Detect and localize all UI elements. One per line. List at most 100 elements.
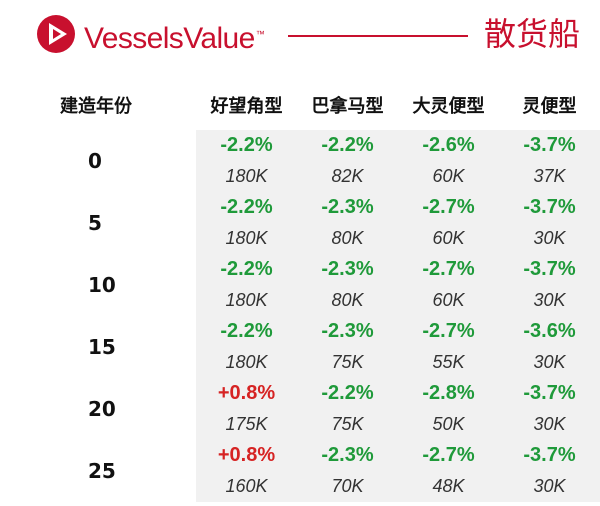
percent-change: -2.3% [321,320,374,342]
value-cell: 30K [499,223,600,254]
build-age-cell: 0 [88,149,102,173]
table-row: 180K 80K 60K 30K [0,223,600,254]
percent-change: -2.3% [321,444,374,466]
depreciation-table: 建造年份 好望角型 巴拿马型 大灵便型 灵便型 0 -2.2% -2.2% -2.6%… [0,80,600,502]
percent-change: -2.3% [321,196,374,218]
change-cell: -2.2% [297,378,398,409]
change-cell: -2.2% [196,130,297,161]
vessel-value: 180K [225,166,268,186]
percent-change: -2.3% [321,258,374,280]
table-body: 0 -2.2% -2.2% -2.6% -3.7% 180K 82K 60K 37K 5 -2.2%… [0,130,600,502]
vessel-value: 55K [432,352,465,372]
vessel-value: 180K [225,352,268,372]
vessel-value: 75K [331,414,364,434]
change-cell: -2.6% [398,130,499,161]
value-cell: 180K [196,347,297,378]
vessel-value: 160K [225,476,268,496]
table-row: 160K 70K 48K 30K [0,471,600,502]
change-cell: -3.7% [499,378,600,409]
header-divider [288,35,468,37]
column-header: 巴拿马型 [311,96,384,117]
column-header: 大灵便型 [412,96,485,117]
percent-change: -2.2% [220,320,273,342]
change-cell: -2.2% [196,192,297,223]
table-header-row: 建造年份 好望角型 巴拿马型 大灵便型 灵便型 [0,80,600,130]
change-cell: -2.7% [398,316,499,347]
header: VesselsValue™ 散货船 [0,0,600,78]
brand-text: VesselsValue [84,22,255,55]
percent-change: -2.2% [321,134,374,156]
vesselsvalue-logo-icon [37,15,75,53]
change-cell: -2.3% [297,192,398,223]
build-age-cell: 15 [88,335,116,359]
value-cell: 70K [297,471,398,502]
change-cell: -3.6% [499,316,600,347]
value-cell: 55K [398,347,499,378]
vessel-value: 30K [533,352,566,372]
change-cell: -3.7% [499,254,600,285]
percent-change: -2.6% [422,134,475,156]
table-row: 180K 80K 60K 30K [0,285,600,316]
build-age-cell: 5 [88,211,102,235]
change-cell: -2.7% [398,254,499,285]
value-cell: 160K [196,471,297,502]
vessel-value: 30K [533,290,566,310]
value-cell: 60K [398,285,499,316]
build-age-cell: 25 [88,459,116,483]
vessel-value: 82K [331,166,364,186]
build-age-cell: 20 [88,397,116,421]
build-age-cell: 10 [88,273,116,297]
change-cell: +0.8% [196,378,297,409]
percent-change: -2.2% [321,382,374,404]
value-cell: 175K [196,409,297,440]
vessel-value: 30K [533,228,566,248]
value-cell: 50K [398,409,499,440]
table-row: 20 +0.8% -2.2% -2.8% -3.7% [0,378,600,421]
vessel-value: 60K [432,290,465,310]
table-row: 15 -2.2% -2.3% -2.7% -3.6% [0,316,600,359]
percent-change: -3.7% [523,444,576,466]
vessel-value: 30K [533,476,566,496]
value-cell: 48K [398,471,499,502]
change-cell: -3.7% [499,130,600,161]
change-cell: -2.3% [297,254,398,285]
vessel-value: 75K [331,352,364,372]
percent-change: -2.7% [422,258,475,280]
percent-change: -3.7% [523,134,576,156]
value-cell: 82K [297,161,398,192]
table-row: 5 -2.2% -2.3% -2.7% -3.7% [0,192,600,235]
vessel-value: 180K [225,290,268,310]
vessel-value: 180K [225,228,268,248]
vessel-value: 60K [432,228,465,248]
change-cell: -3.7% [499,192,600,223]
value-cell: 30K [499,347,600,378]
percent-change: -3.7% [523,196,576,218]
vessel-value: 175K [225,414,268,434]
value-cell: 37K [499,161,600,192]
percent-change: -2.7% [422,196,475,218]
percent-change: -3.7% [523,258,576,280]
value-cell: 80K [297,285,398,316]
vessel-value: 60K [432,166,465,186]
vessel-value: 70K [331,476,364,496]
percent-change: -2.2% [220,258,273,280]
value-cell: 60K [398,223,499,254]
percent-change: -2.2% [220,134,273,156]
table-row: 180K 75K 55K 30K [0,347,600,378]
change-cell: -3.7% [499,440,600,471]
change-cell: -2.3% [297,316,398,347]
change-cell: +0.8% [196,440,297,471]
change-cell: -2.3% [297,440,398,471]
table-row: 0 -2.2% -2.2% -2.6% -3.7% [0,130,600,173]
table-row: 25 +0.8% -2.3% -2.7% -3.7% [0,440,600,483]
change-cell: -2.2% [196,254,297,285]
column-header: 灵便型 [522,96,577,117]
vessel-value: 50K [432,414,465,434]
change-cell: -2.2% [297,130,398,161]
value-cell: 80K [297,223,398,254]
change-cell: -2.7% [398,192,499,223]
table-row: 180K 82K 60K 37K [0,161,600,192]
brand-name: VesselsValue™ [84,16,265,57]
vessel-value: 30K [533,414,566,434]
percent-change: -3.6% [523,320,576,342]
